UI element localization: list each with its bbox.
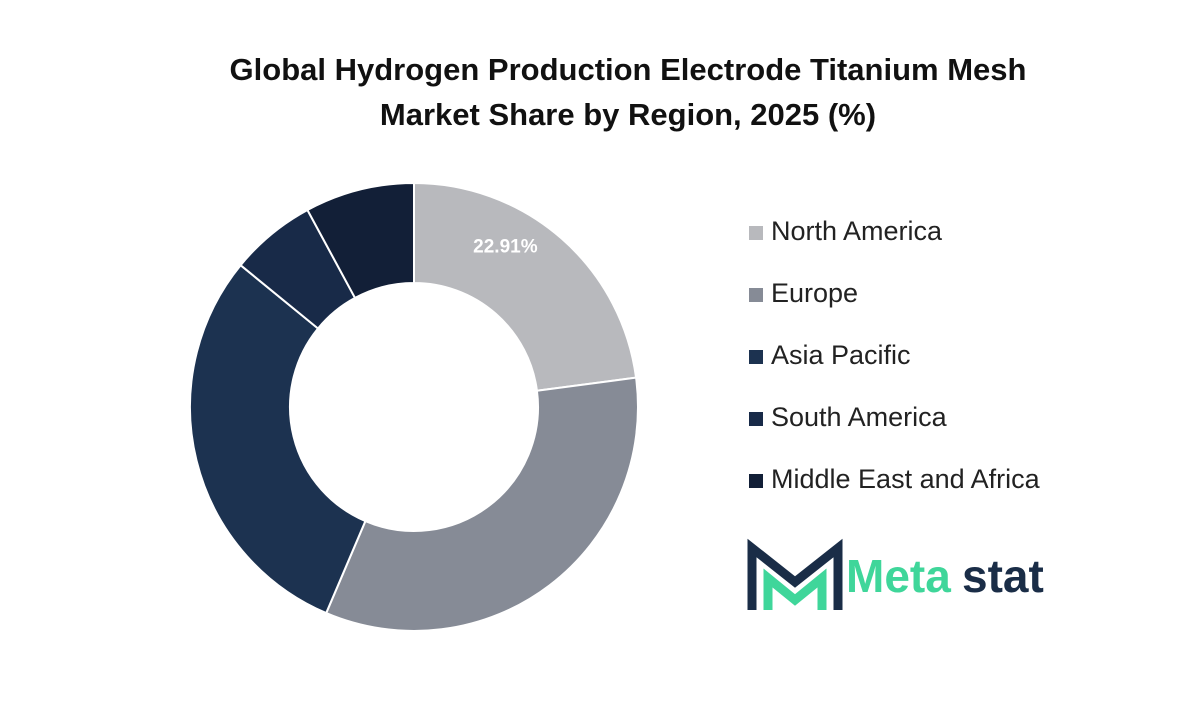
logo-icon bbox=[747, 538, 843, 610]
chart-title: Market Share by Region, 2025 (%) bbox=[380, 97, 876, 132]
legend-label: South America bbox=[771, 402, 948, 432]
legend-swatch bbox=[749, 288, 763, 302]
legend-swatch bbox=[749, 350, 763, 364]
donut-segment bbox=[413, 181, 638, 392]
legend-swatch bbox=[749, 474, 763, 488]
data-label: 22.91% bbox=[473, 236, 538, 257]
logo: Meta stat bbox=[747, 538, 1044, 610]
legend-label: Asia Pacific bbox=[771, 340, 911, 370]
legend-swatch bbox=[749, 412, 763, 426]
donut-segment bbox=[324, 376, 639, 632]
donut-segment bbox=[306, 181, 415, 300]
logo-text: stat bbox=[962, 550, 1044, 602]
donut-segment bbox=[189, 263, 367, 615]
logo-icon bbox=[763, 568, 827, 610]
chart-title: Global Hydrogen Production Electrode Tit… bbox=[230, 52, 1027, 87]
legend-label: Europe bbox=[771, 278, 858, 308]
legend-label: North America bbox=[771, 216, 943, 246]
legend-swatch bbox=[749, 226, 763, 240]
logo-text: Meta bbox=[846, 550, 951, 602]
legend-label: Middle East and Africa bbox=[771, 464, 1041, 494]
